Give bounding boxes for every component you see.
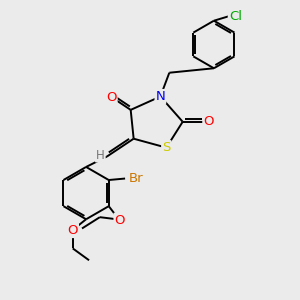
Text: O: O xyxy=(68,224,78,237)
Text: O: O xyxy=(115,214,125,226)
Text: H: H xyxy=(96,148,105,162)
Text: Cl: Cl xyxy=(229,10,242,23)
Text: Br: Br xyxy=(129,172,143,185)
Text: S: S xyxy=(162,141,170,154)
Text: O: O xyxy=(106,92,117,104)
Text: O: O xyxy=(203,115,214,128)
Text: N: N xyxy=(155,90,165,103)
